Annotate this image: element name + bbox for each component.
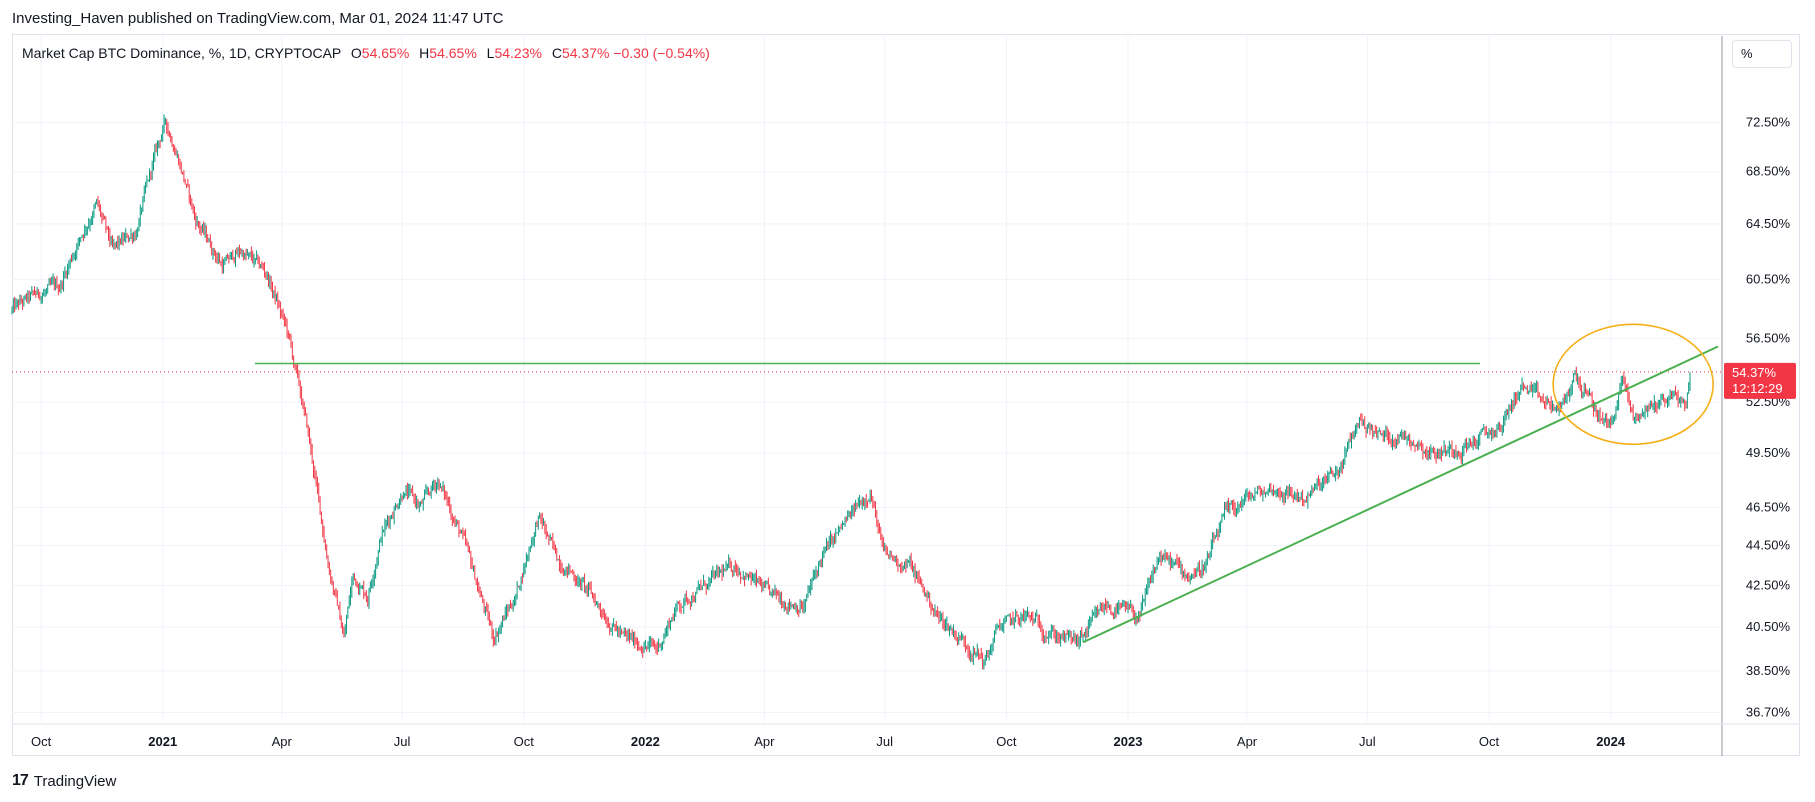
x-tick-label: Jul: [394, 734, 411, 749]
x-tick-label: Jul: [876, 734, 893, 749]
x-tick-label: 2021: [148, 734, 177, 749]
x-tick-label: Apr: [1237, 734, 1258, 749]
support-trendline: [1082, 345, 1719, 644]
x-tick-label: Oct: [996, 734, 1017, 749]
publisher-line: Investing_Haven published on TradingView…: [12, 10, 504, 27]
symbol-description: Market Cap BTC Dominance, %, 1D, CRYPTOC…: [22, 45, 341, 61]
open-value: 54.65%: [361, 45, 410, 61]
price-badge-countdown: 12:12:29: [1732, 381, 1783, 396]
y-tick-label: 36.70%: [1746, 705, 1791, 720]
x-tick-label: 2024: [1596, 734, 1626, 749]
x-tick-label: Apr: [754, 734, 775, 749]
x-tick-label: 2023: [1114, 734, 1143, 749]
change-value: −0.30 (−0.54%): [613, 45, 710, 61]
y-tick-label: 38.50%: [1746, 663, 1791, 678]
highlight-ellipse: [1552, 323, 1714, 446]
x-tick-label: Oct: [1479, 734, 1500, 749]
tradingview-logo-icon: 17: [12, 772, 29, 789]
x-tick-label: Oct: [514, 734, 535, 749]
y-tick-label: 49.50%: [1746, 445, 1791, 460]
x-tick-label: Apr: [272, 734, 293, 749]
footer-brand[interactable]: 17 TradingView: [12, 772, 116, 790]
y-tick-label: 60.50%: [1746, 271, 1791, 286]
chart-frame: [12, 34, 1800, 756]
price-badge: [1724, 362, 1796, 399]
high-value: 54.65%: [429, 45, 477, 61]
x-tick-label: Jul: [1359, 734, 1376, 749]
y-tick-label: 42.50%: [1746, 577, 1791, 592]
scale-unit-button[interactable]: %: [1732, 40, 1792, 68]
y-tick-label: 46.50%: [1746, 499, 1791, 514]
close-value: 54.37%: [561, 45, 610, 61]
high-label: H: [419, 45, 430, 61]
x-tick-label: 2022: [631, 734, 660, 749]
price-badge-value: 54.37%: [1732, 365, 1777, 380]
footer-brand-name: TradingView: [33, 772, 117, 790]
x-tick-label: Oct: [31, 734, 52, 749]
close-label: C: [551, 45, 562, 61]
y-tick-label: 72.50%: [1746, 115, 1791, 130]
y-tick-label: 40.50%: [1746, 619, 1791, 634]
y-tick-label: 44.50%: [1746, 538, 1791, 553]
y-tick-label: 68.50%: [1746, 164, 1791, 179]
y-tick-label: 56.50%: [1746, 331, 1791, 346]
open-label: O: [350, 45, 362, 61]
y-tick-label: 64.50%: [1746, 216, 1791, 231]
chart-legend: Market Cap BTC Dominance, %, 1D, CRYPTOC…: [22, 45, 710, 61]
low-value: 54.23%: [494, 45, 542, 61]
low-label: L: [486, 45, 495, 61]
